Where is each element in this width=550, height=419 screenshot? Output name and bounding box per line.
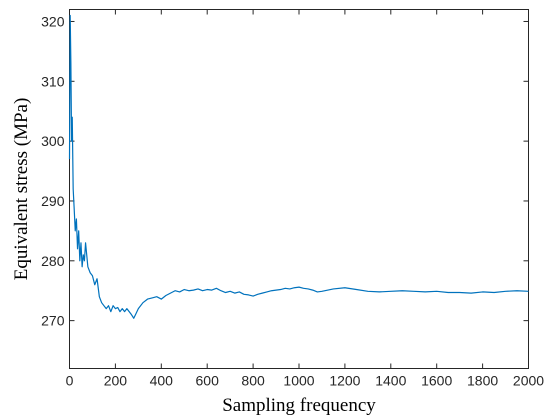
x-axis-title: Sampling frequency xyxy=(222,395,376,416)
y-tick-label: 290 xyxy=(41,193,65,209)
x-tick-label: 1200 xyxy=(329,373,360,389)
x-tick-label: 2000 xyxy=(513,373,544,389)
y-tick-label: 310 xyxy=(41,73,65,89)
y-tick-label: 300 xyxy=(41,133,65,149)
series-line xyxy=(68,14,529,319)
x-tick-label: 1800 xyxy=(467,373,498,389)
y-tick-label: 270 xyxy=(41,313,65,329)
plot-frame xyxy=(69,9,529,369)
x-tick-label: 600 xyxy=(196,373,220,389)
x-tick-label: 1000 xyxy=(283,373,314,389)
x-tick-label: 800 xyxy=(241,373,265,389)
x-tick-label: 400 xyxy=(150,373,174,389)
y-axis-title: Equivalent stress (MPa) xyxy=(11,98,32,281)
x-axis: 0 200 400 600 800 1000 1200 1400 1600 1800 2000 xyxy=(66,9,544,389)
x-tick-label: 200 xyxy=(104,373,128,389)
series-group xyxy=(68,14,529,319)
y-axis: 270 280 290 300 310 320 xyxy=(41,13,529,329)
x-tick-label: 1400 xyxy=(375,373,406,389)
y-tick-label: 280 xyxy=(41,253,65,269)
x-tick-label: 0 xyxy=(66,373,74,389)
y-tick-label: 320 xyxy=(41,13,65,29)
x-tick-label: 1600 xyxy=(421,373,452,389)
